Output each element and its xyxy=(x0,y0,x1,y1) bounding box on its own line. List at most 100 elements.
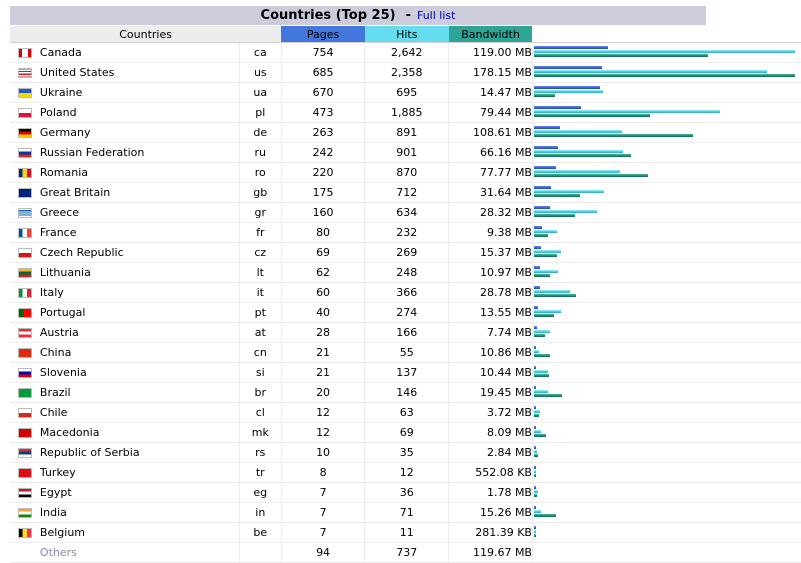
bandwidth-value: 10.44 MB xyxy=(448,362,533,383)
countries-table: Countries Pages Hits Bandwidth Canada ca 7… xyxy=(10,26,801,563)
bandwidth-value: 2.84 MB xyxy=(448,442,533,463)
bar-group xyxy=(533,223,801,242)
country-name: Lithuania xyxy=(39,262,240,283)
table-row: Greece gr 160 634 28.32 MB xyxy=(10,202,801,223)
bar-graph-cell xyxy=(532,342,801,363)
pages-bar xyxy=(533,266,540,269)
bandwidth-value: 19.45 MB xyxy=(448,382,533,403)
bandwidth-bar xyxy=(533,374,549,377)
table-row: Czech Republic cz 69 269 15.37 MB xyxy=(10,242,801,263)
bar-graph-cell xyxy=(532,502,801,523)
table-row: France fr 80 232 9.38 MB xyxy=(10,222,801,243)
hits-bar xyxy=(533,70,767,73)
table-row: Brazil br 20 146 19.45 MB xyxy=(10,382,801,403)
country-code: rs xyxy=(239,442,282,463)
bar-group xyxy=(533,423,801,442)
country-code: tr xyxy=(239,462,282,483)
bar-group xyxy=(533,343,801,362)
country-name: Austria xyxy=(39,322,240,343)
table-row: Slovenia si 21 137 10.44 MB xyxy=(10,362,801,383)
country-name: Czech Republic xyxy=(39,242,240,263)
bandwidth-bar xyxy=(533,194,580,197)
pages-bar xyxy=(533,146,558,149)
table-row: United States us 685 2,358 178.15 MB xyxy=(10,62,801,83)
country-code: ua xyxy=(239,82,282,103)
country-code: us xyxy=(239,62,282,83)
chile-flag-icon xyxy=(17,408,32,418)
flag-cell xyxy=(10,242,40,263)
flag-cell xyxy=(10,522,40,543)
pages-value: 670 xyxy=(281,82,366,103)
country-code: cl xyxy=(239,402,282,423)
hits-value: 63 xyxy=(364,402,450,423)
hits-bar xyxy=(533,450,537,453)
bar-group xyxy=(533,203,801,222)
brazil-flag-icon xyxy=(17,388,32,398)
pages-bar xyxy=(533,106,581,109)
flag-cell xyxy=(10,82,40,103)
hits-value: 11 xyxy=(364,522,450,543)
pages-bar xyxy=(533,466,536,469)
hits-bar xyxy=(533,110,720,113)
country-name: Ukraine xyxy=(39,82,240,103)
china-flag-icon xyxy=(17,348,32,358)
country-name: Great Britain xyxy=(39,182,240,203)
country-code: ca xyxy=(239,42,282,63)
hits-bar xyxy=(533,350,539,353)
pages-value: 12 xyxy=(281,402,366,423)
hits-value: 35 xyxy=(364,442,450,463)
hits-value: 901 xyxy=(364,142,450,163)
bandwidth-value: 10.97 MB xyxy=(448,262,533,283)
flag-cell xyxy=(10,462,40,483)
hits-bar xyxy=(533,410,540,413)
flag-cell xyxy=(10,302,40,323)
flag-cell xyxy=(10,62,40,83)
flag-cell xyxy=(10,182,40,203)
bar-group xyxy=(533,443,801,462)
country-name: Republic of Serbia xyxy=(39,442,240,463)
country-name: Chile xyxy=(39,402,240,423)
flag-cell xyxy=(10,262,40,283)
table-row: Lithuania lt 62 248 10.97 MB xyxy=(10,262,801,283)
bandwidth-value: 9.38 MB xyxy=(448,222,533,243)
pages-value: 60 xyxy=(281,282,366,303)
hits-bar xyxy=(533,190,604,193)
table-row: India in 7 71 15.26 MB xyxy=(10,502,801,523)
country-code xyxy=(239,542,282,563)
country-code: gr xyxy=(239,202,282,223)
country-code: ro xyxy=(239,162,282,183)
bandwidth-value: 31.64 MB xyxy=(448,182,533,203)
country-code: cn xyxy=(239,342,282,363)
country-name: Romania xyxy=(39,162,240,183)
bandwidth-value: 8.09 MB xyxy=(448,422,533,443)
germany-flag-icon xyxy=(17,128,32,138)
bar-graph-cell xyxy=(532,382,801,403)
bar-graph-cell xyxy=(532,202,801,223)
pages-bar xyxy=(533,46,608,49)
pages-bar xyxy=(533,66,602,69)
bandwidth-value: 119.67 MB xyxy=(448,542,533,563)
bar-graph-cell xyxy=(532,82,801,103)
bandwidth-value: 119.00 MB xyxy=(448,42,533,63)
pages-bar xyxy=(533,166,556,169)
flag-cell xyxy=(10,502,40,523)
country-name: France xyxy=(39,222,240,243)
flag-cell xyxy=(10,342,40,363)
pages-bar xyxy=(533,246,541,249)
hits-bar xyxy=(533,210,597,213)
pages-value: 10 xyxy=(281,442,366,463)
bar-graph-cell xyxy=(532,302,801,323)
czech-flag-icon xyxy=(17,248,32,258)
pages-bar xyxy=(533,406,536,409)
pages-bar xyxy=(533,426,536,429)
pages-value: 28 xyxy=(281,322,366,343)
pages-value: 7 xyxy=(281,482,366,503)
pages-value: 175 xyxy=(281,182,366,203)
full-list-link[interactable]: Full list xyxy=(416,9,456,22)
table-row: Germany de 263 891 108.61 MB xyxy=(10,122,801,143)
bar-graph-cell xyxy=(532,222,801,243)
hits-bar xyxy=(533,390,548,393)
bar-graph-cell xyxy=(532,522,801,543)
others-label: Others xyxy=(39,542,240,563)
pages-value: 242 xyxy=(281,142,366,163)
